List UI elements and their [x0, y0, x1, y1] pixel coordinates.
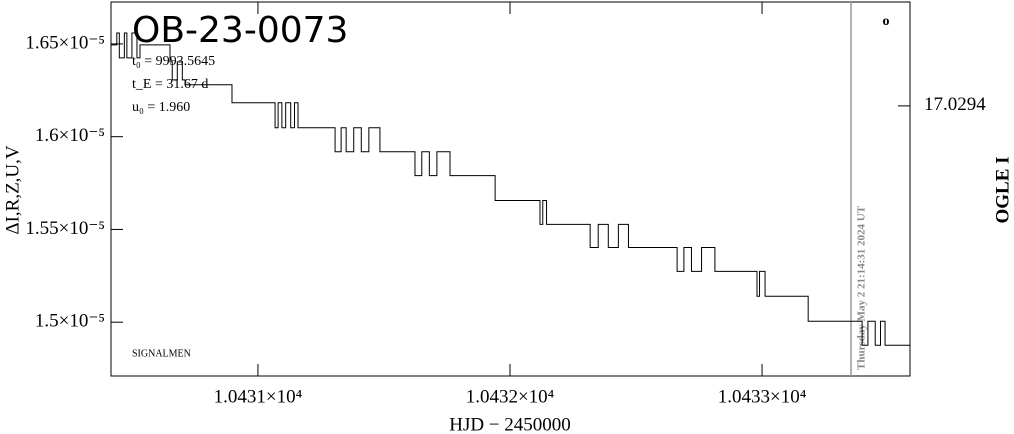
chart-title: OB-23-0073 [132, 10, 348, 51]
y2-tick-label: 17.0294 [924, 94, 986, 115]
x-tick-label: 1.0432×10⁴ [466, 386, 555, 407]
x-axis-label: HJD − 2450000 [449, 414, 571, 434]
annotation: o [883, 14, 890, 29]
y-axis-label: ΔI,R,Z,U,V [2, 145, 23, 235]
y-tick-label: 1.65×10⁻⁵ [25, 32, 105, 53]
y2-axis-label: OGLE I [992, 156, 1013, 223]
y-tick-label: 1.6×10⁻⁵ [35, 125, 105, 146]
data-line [111, 32, 910, 346]
annotation: u₀ = 1.960 [132, 100, 190, 115]
y-tick-label: 1.5×10⁻⁵ [35, 311, 105, 332]
annotation: SIGNALMEN [132, 348, 191, 359]
annotation: t_E = 31.67 d [132, 77, 208, 92]
plot-frame [110, 1, 911, 377]
x-tick-label: 1.0431×10⁴ [214, 386, 303, 407]
x-tick-label: 1.0433×10⁴ [718, 386, 807, 407]
timestamp: Thursday May 2 21:14:31 2024 UT [856, 205, 868, 370]
annotation: t₀ = 9993.5645 [132, 54, 215, 69]
y-tick-label: 1.55×10⁻⁵ [25, 218, 105, 239]
